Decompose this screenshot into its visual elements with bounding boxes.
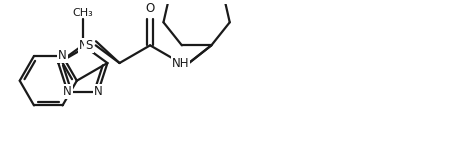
Text: NH: NH bbox=[172, 57, 189, 70]
Text: N: N bbox=[58, 49, 67, 62]
Text: CH₃: CH₃ bbox=[72, 8, 93, 18]
Text: O: O bbox=[145, 3, 155, 15]
Text: S: S bbox=[85, 39, 93, 52]
Text: N: N bbox=[94, 85, 103, 98]
Text: N: N bbox=[63, 85, 72, 98]
Text: N: N bbox=[78, 39, 87, 52]
